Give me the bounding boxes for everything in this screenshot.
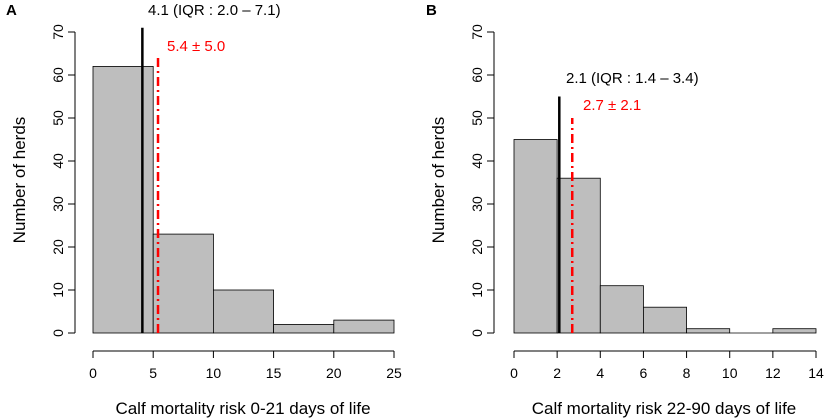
- median-label: 2.1 (IQR : 1.4 – 3.4): [566, 70, 699, 87]
- bars-group: [92, 66, 395, 334]
- panel-label: B: [426, 2, 437, 19]
- x-tick-label: 20: [326, 365, 342, 381]
- x-axis: 0 5 10 15 20 25: [89, 350, 402, 381]
- y-tick-label: 30: [50, 196, 66, 212]
- x-tick-label: 4: [596, 365, 604, 381]
- y-tick-label: 40: [50, 153, 66, 169]
- x-tick-label: 10: [206, 365, 222, 381]
- histogram-bar: [772, 328, 817, 334]
- y-tick-label: 20: [469, 239, 485, 255]
- x-tick-label: 10: [722, 365, 738, 381]
- y-tick-label: 50: [50, 110, 66, 126]
- mean-label: 5.4 ± 5.0: [167, 38, 225, 55]
- y-axis: 0 10 20 30 40 50 60 70: [50, 24, 76, 337]
- y-tick-label: 10: [50, 282, 66, 298]
- y-axis-title: Number of herds: [10, 117, 29, 244]
- histogram-bar: [643, 306, 687, 334]
- median-label: 4.1 (IQR : 2.0 – 7.1): [148, 2, 281, 19]
- x-tick-label: 6: [640, 365, 648, 381]
- x-tick-label: 12: [765, 365, 781, 381]
- histogram-bar: [92, 66, 154, 334]
- y-tick-label: 60: [50, 67, 66, 83]
- x-tick-label: 2: [553, 365, 561, 381]
- y-tick-label: 0: [469, 329, 485, 337]
- bars-group: [513, 139, 817, 334]
- histogram-bar: [556, 177, 601, 334]
- histogram-bar: [686, 328, 731, 334]
- y-tick-label: 30: [469, 196, 485, 212]
- x-axis: 0 2 4 6 8 10 12 14: [510, 350, 824, 381]
- histogram-bar: [152, 233, 214, 334]
- x-tick-label: 5: [149, 365, 157, 381]
- panel-label: A: [6, 2, 17, 19]
- x-axis-title: Calf mortality risk 0-21 days of life: [115, 399, 370, 418]
- histogram-bar: [333, 319, 395, 334]
- y-tick-label: 70: [50, 24, 66, 40]
- y-axis: 0 10 20 30 40 50 60 70: [469, 24, 495, 337]
- x-tick-label: 25: [386, 365, 402, 381]
- y-tick-label: 0: [50, 329, 66, 337]
- x-tick-label: 0: [510, 365, 518, 381]
- y-tick-label: 70: [469, 24, 485, 40]
- mean-label: 2.7 ± 2.1: [583, 97, 641, 114]
- histogram-bar: [273, 323, 335, 334]
- y-tick-label: 20: [50, 239, 66, 255]
- x-tick-label: 15: [266, 365, 282, 381]
- y-tick-label: 60: [469, 67, 485, 83]
- y-tick-label: 40: [469, 153, 485, 169]
- x-tick-label: 0: [89, 365, 97, 381]
- histogram-bar: [513, 139, 558, 334]
- y-tick-label: 10: [469, 282, 485, 298]
- x-tick-label: 14: [808, 365, 824, 381]
- histogram-panel-a: A 4.1 (IQR : 2.0 – 7.1) 5.4 ± 5.0 0 10 20 3…: [6, 2, 402, 418]
- y-tick-label: 50: [469, 110, 485, 126]
- x-axis-title: Calf mortality risk 22-90 days of life: [532, 399, 797, 418]
- histogram-panel-b: B 2.1 (IQR : 1.4 – 3.4) 2.7 ± 2.1 010203…: [426, 2, 824, 418]
- histogram-bar: [212, 289, 274, 334]
- histogram-bar: [599, 285, 644, 334]
- x-tick-label: 8: [683, 365, 691, 381]
- y-axis-title: Number of herds: [429, 117, 448, 244]
